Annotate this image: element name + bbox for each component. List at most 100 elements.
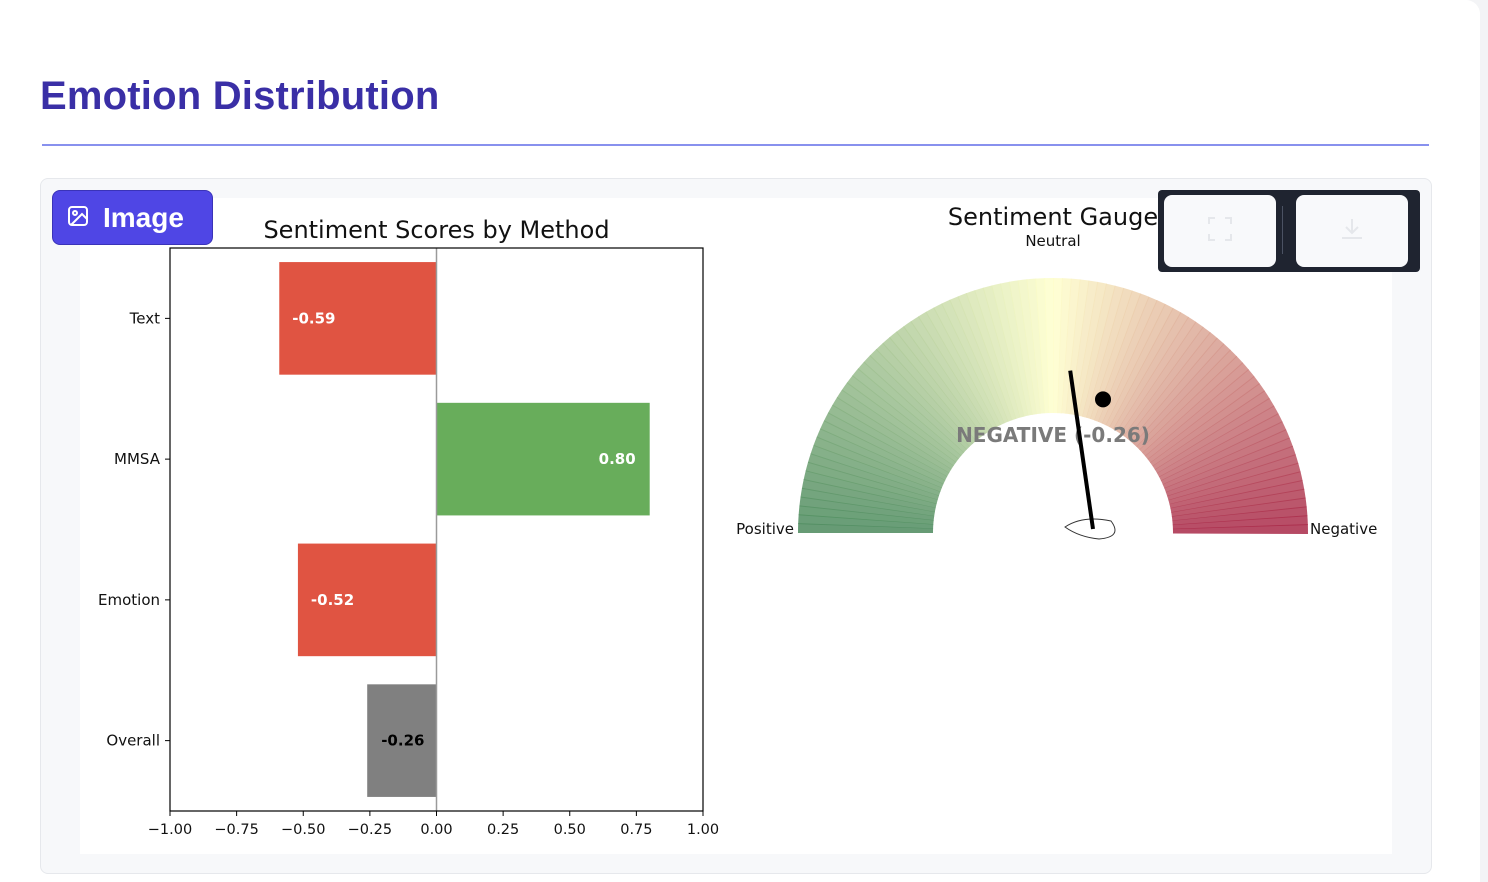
gauge-segment: [1116, 316, 1197, 434]
gauge-segment: [1082, 285, 1125, 418]
gauge-segment: [863, 355, 968, 453]
gauge-segment: [1158, 413, 1283, 481]
gauge-segment: [925, 307, 998, 430]
gauge-segment: [1017, 279, 1041, 415]
x-tick-label: −0.25: [348, 822, 392, 838]
bar-value-label: -0.52: [311, 591, 354, 609]
fullscreen-button[interactable]: [1164, 195, 1276, 267]
gauge-segment: [1172, 506, 1308, 526]
gauge-segment: [813, 436, 942, 492]
gauge-segment: [1113, 312, 1189, 432]
gauge-segment: [1154, 397, 1275, 474]
gauge-segment: [827, 404, 950, 477]
gauge-segment: [805, 461, 938, 504]
gauge-label-negative: Negative: [1310, 520, 1377, 538]
x-tick-label: −0.75: [214, 822, 258, 838]
gauge-segment: [974, 287, 1021, 419]
gauge-segment: [896, 326, 983, 439]
gauge-segment: [820, 420, 946, 485]
gauge-pointer-dot: [1095, 391, 1112, 408]
gauge-value-text: NEGATIVE (-0.26): [956, 423, 1150, 447]
gauge-segment: [803, 470, 937, 509]
gauge-title: Sentiment Gauge: [948, 203, 1158, 231]
gauge-segment: [957, 293, 1013, 422]
gauge-segment: [941, 299, 1005, 426]
gauge-segment: [1162, 429, 1290, 489]
gauge-segment: [1008, 280, 1037, 415]
gauge-segment: [869, 348, 970, 450]
chart-canvas: Sentiment Scores by Method -0.59 Text 0.80 M…: [80, 198, 1392, 854]
gauge-segment: [1144, 369, 1255, 460]
y-tick-label: MMSA: [114, 450, 161, 468]
gauge-segment: [889, 331, 980, 442]
bar-value-label: -0.59: [292, 309, 335, 327]
gauge-segment: [933, 303, 1001, 428]
gauge-segment: [1109, 307, 1182, 430]
gauge-segment: [807, 453, 940, 500]
gauge-segment: [1160, 421, 1287, 485]
gauge-needle: [1068, 370, 1095, 530]
gauge-segment: [1170, 479, 1305, 513]
y-tick-label: Text: [129, 309, 160, 327]
gauge-segment: [949, 296, 1009, 424]
title-divider: [42, 144, 1429, 146]
gauge-segment: [882, 337, 977, 444]
gauge-segment: [1164, 437, 1293, 493]
gauge-segment: [1130, 337, 1225, 445]
gauge-segment: [846, 375, 959, 463]
gauge-segment: [823, 412, 948, 481]
bar-chart-title: Sentiment Scores by Method: [263, 216, 609, 244]
x-tick-label: 1.00: [687, 822, 719, 838]
x-tick-label: 0.50: [554, 822, 586, 838]
gauge-segment: [999, 281, 1033, 416]
gauge-segment: [1069, 280, 1099, 415]
gauge-segment: [816, 428, 944, 489]
gauge-segment: [1026, 278, 1046, 414]
image-badge[interactable]: Image: [52, 190, 213, 245]
gauge-segment: [1090, 290, 1142, 421]
gauge-segment: [1152, 390, 1270, 470]
x-tick-label: −1.00: [148, 822, 192, 838]
gauge-segment: [1044, 278, 1055, 414]
gauge-segment: [903, 321, 987, 436]
charts-svg: Sentiment Scores by Method -0.59 Text 0.80 M…: [98, 203, 1377, 838]
y-tick-label: Emotion: [98, 591, 160, 609]
gauge-segment: [1077, 283, 1116, 417]
gauge-segment: [1150, 383, 1265, 467]
gauge-segment: [1126, 332, 1218, 442]
gauge-segment: [875, 342, 974, 447]
gauge-segment: [841, 382, 957, 466]
bar-overall: [367, 684, 437, 797]
fullscreen-icon: [1207, 216, 1233, 246]
gauge-label-positive: Positive: [736, 520, 794, 538]
gauge-segment: [1073, 281, 1108, 416]
image-toolbar: [1158, 190, 1420, 272]
gauge-segment: [1061, 278, 1081, 414]
toolbar-divider: [1282, 206, 1283, 254]
gauge-segment: [1168, 462, 1301, 505]
gauge-segment: [836, 389, 954, 470]
bar-value-label: 0.80: [599, 450, 636, 468]
gauge-segment: [917, 311, 994, 432]
gauge-segment: [1156, 405, 1279, 478]
bar-text: [279, 262, 437, 375]
gauge-segment: [857, 361, 965, 456]
gauge-segment: [801, 478, 936, 513]
download-button[interactable]: [1296, 195, 1408, 267]
gauge-segment: [810, 444, 941, 496]
gauge-segment: [1086, 287, 1133, 420]
gauge-segment: [1142, 362, 1249, 457]
x-tick-label: 0.00: [420, 822, 452, 838]
gauge-segment: [1105, 303, 1174, 428]
x-tick-label: 0.25: [487, 822, 519, 838]
gauge-segment: [1165, 445, 1296, 497]
gauge-segment: [1171, 497, 1307, 521]
section-title: Emotion Distribution: [40, 74, 440, 118]
gauge-segment: [910, 316, 990, 434]
gauge-segment: [852, 368, 962, 460]
gauge-segment: [800, 487, 935, 517]
gauge-segment: [832, 397, 952, 473]
gauge-label-neutral: Neutral: [1025, 232, 1080, 250]
